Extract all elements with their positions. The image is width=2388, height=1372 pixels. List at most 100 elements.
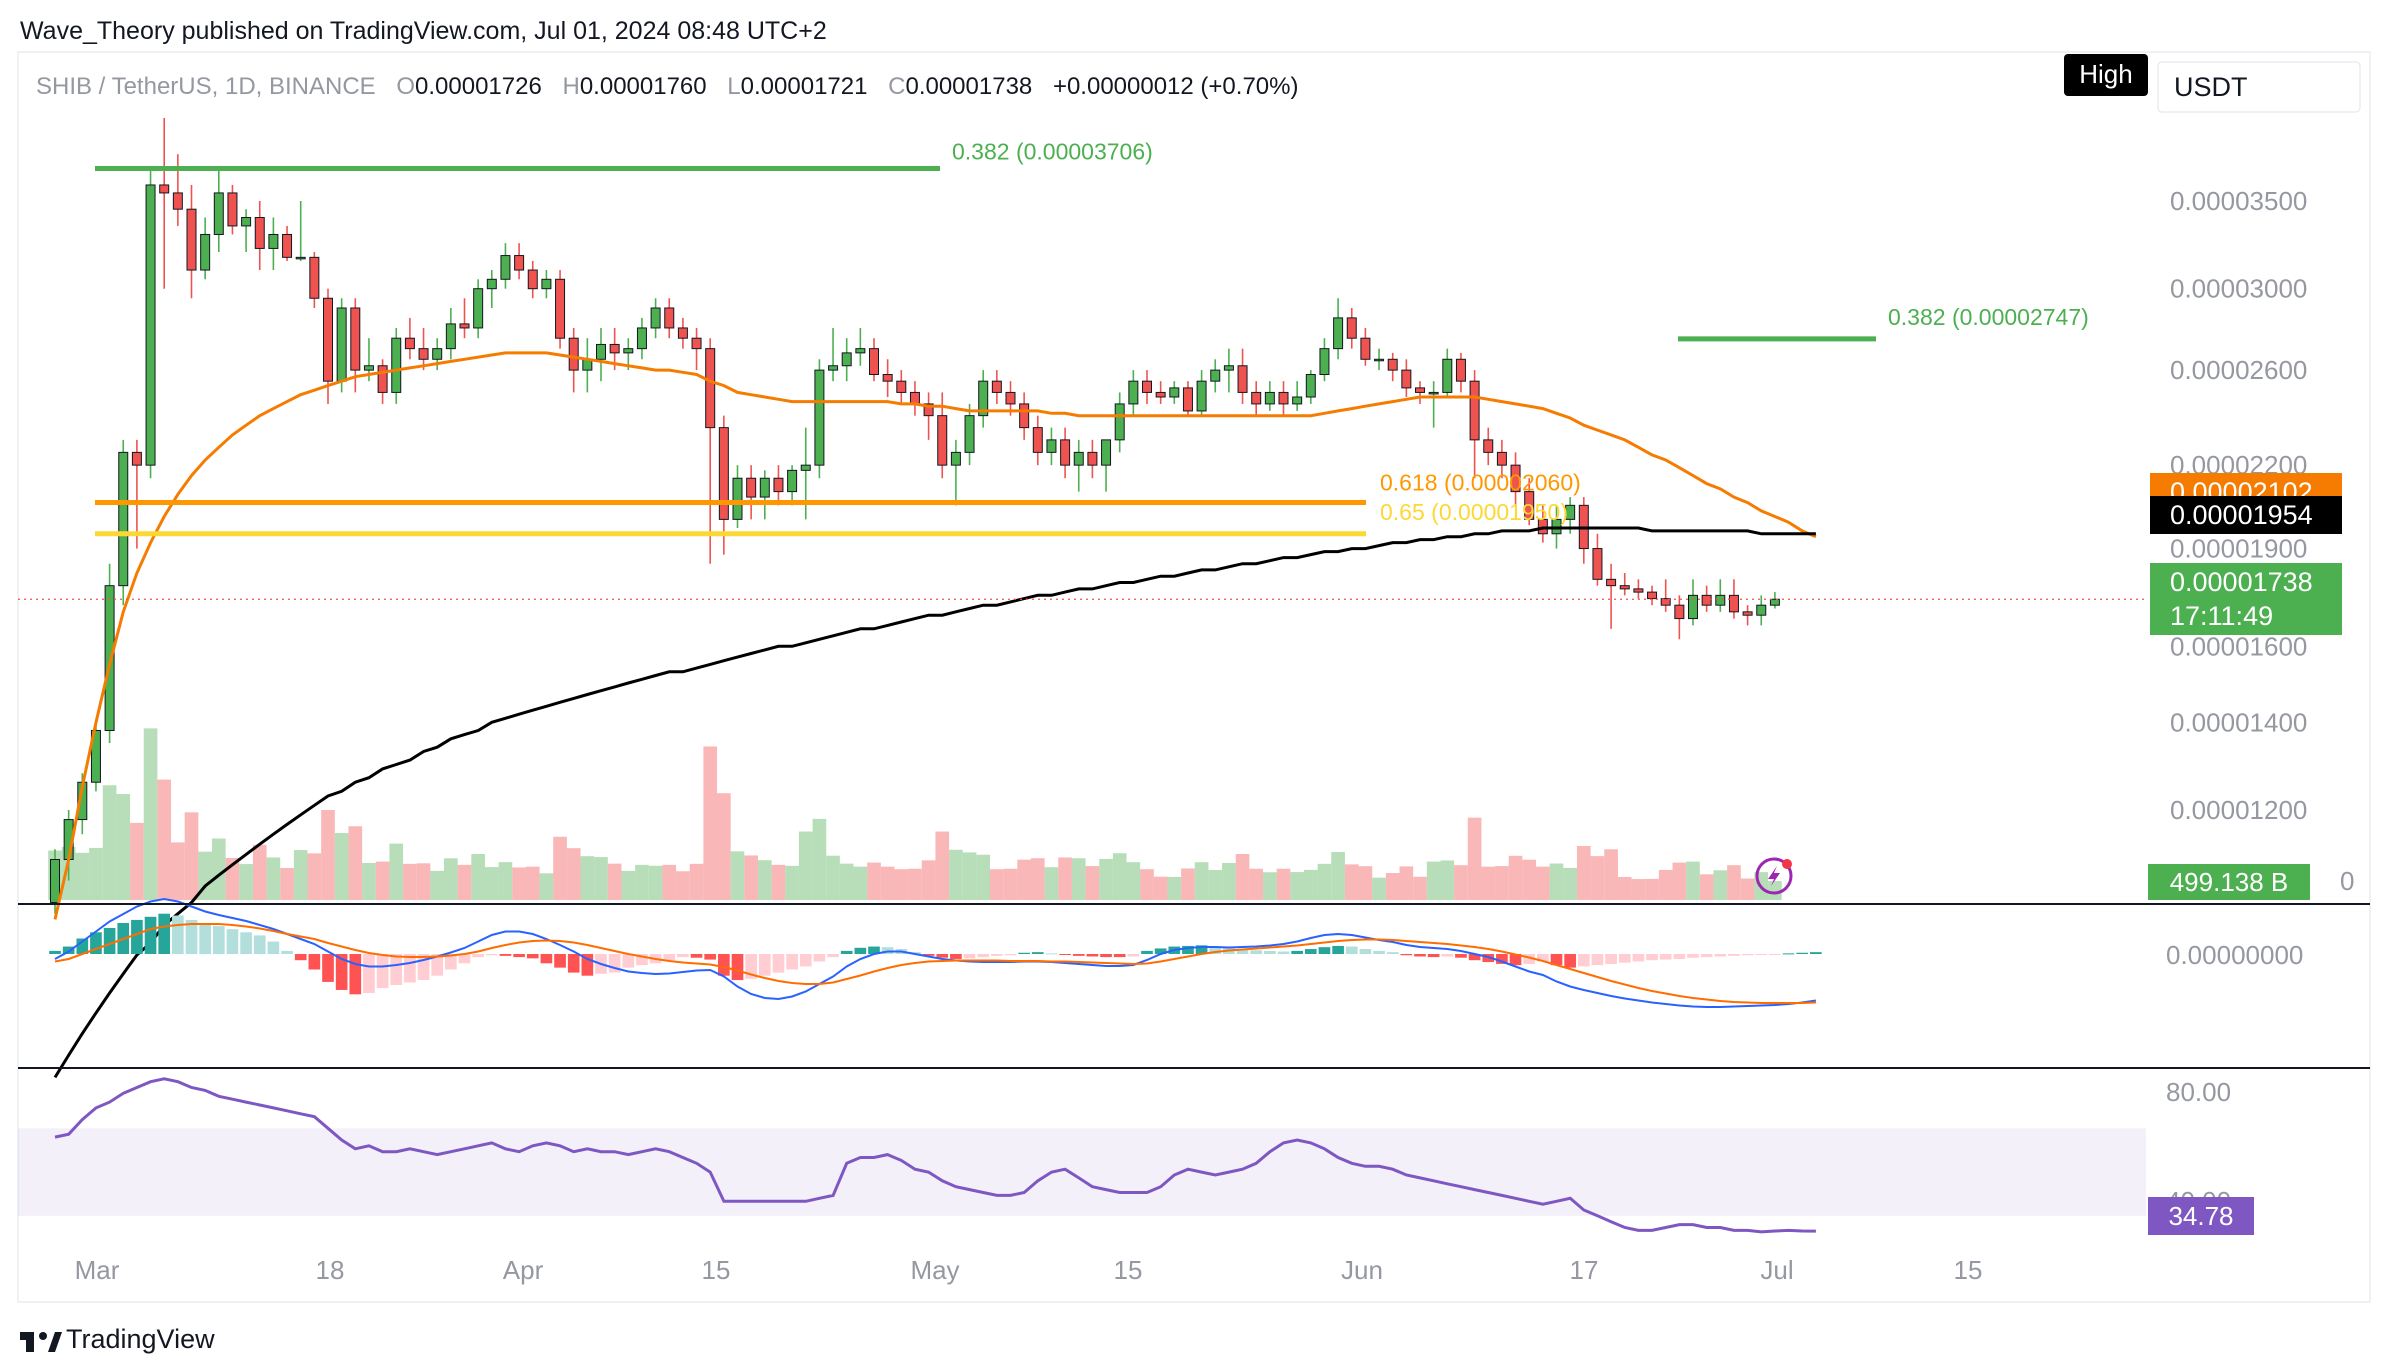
candle[interactable] [336, 298, 347, 393]
candle[interactable] [636, 317, 647, 360]
candle[interactable] [896, 370, 907, 404]
candle[interactable] [1319, 338, 1330, 382]
high-button[interactable]: High [2064, 54, 2148, 96]
candle[interactable] [213, 169, 224, 252]
candle[interactable] [1237, 348, 1248, 404]
candle[interactable] [1728, 579, 1739, 619]
macd-pane[interactable]: 0.00000000 [49, 897, 2303, 1008]
candle[interactable] [1619, 573, 1630, 596]
candle[interactable] [1756, 595, 1767, 626]
candle[interactable] [1592, 533, 1603, 586]
candle[interactable] [104, 563, 115, 743]
candle[interactable] [1496, 439, 1507, 479]
candle[interactable] [1292, 381, 1303, 411]
candle[interactable] [1428, 381, 1439, 428]
candle[interactable] [1483, 427, 1494, 466]
candle[interactable] [1182, 381, 1193, 416]
candle[interactable] [691, 327, 702, 371]
candle[interactable] [1401, 359, 1412, 397]
candle[interactable] [1223, 348, 1234, 393]
candle[interactable] [964, 403, 975, 466]
candle[interactable] [500, 243, 511, 289]
candle[interactable] [1278, 381, 1289, 416]
candle[interactable] [541, 270, 552, 299]
candle[interactable] [145, 169, 156, 479]
candle[interactable] [1742, 605, 1753, 626]
candle[interactable] [1469, 370, 1480, 479]
candle[interactable] [1114, 392, 1125, 453]
currency-selector[interactable]: USDT [2157, 61, 2361, 113]
candle[interactable] [377, 359, 388, 404]
candle[interactable] [1155, 381, 1166, 404]
candle[interactable] [90, 722, 101, 792]
candle[interactable] [459, 298, 470, 339]
candle[interactable] [596, 327, 606, 382]
candle[interactable] [50, 849, 60, 914]
candle[interactable] [1087, 439, 1098, 479]
candle[interactable] [159, 117, 170, 289]
candle[interactable] [295, 201, 306, 261]
candle[interactable] [118, 439, 129, 606]
candle[interactable] [254, 201, 265, 271]
candle[interactable] [677, 317, 688, 349]
candle[interactable] [1455, 352, 1466, 393]
candle[interactable] [1633, 579, 1644, 599]
candle[interactable] [486, 270, 497, 308]
candle[interactable] [746, 465, 757, 520]
candle[interactable] [978, 370, 989, 428]
candle[interactable] [773, 465, 784, 506]
candle[interactable] [705, 338, 716, 564]
fib-level[interactable]: 0.618 (0.00002060) [95, 470, 1581, 506]
candle[interactable] [527, 260, 538, 299]
fib-level[interactable]: 0.65 (0.00001950) [95, 499, 1568, 537]
candle[interactable] [282, 225, 293, 261]
candle[interactable] [1333, 298, 1344, 360]
candle[interactable] [869, 338, 879, 382]
candle[interactable] [555, 270, 566, 349]
candle[interactable] [732, 465, 743, 528]
candle[interactable] [1688, 579, 1698, 626]
candle[interactable] [1046, 427, 1057, 466]
candle[interactable] [1769, 592, 1780, 609]
candle[interactable] [1606, 563, 1617, 629]
candle[interactable] [309, 251, 320, 308]
candles[interactable] [50, 117, 1780, 914]
candle[interactable] [1264, 381, 1275, 411]
candle[interactable] [950, 439, 961, 506]
candle[interactable] [514, 243, 525, 280]
tradingview-logo-icon[interactable] [20, 1332, 62, 1352]
candle[interactable] [1524, 478, 1535, 526]
candle[interactable] [855, 327, 866, 366]
candle[interactable] [227, 184, 238, 235]
candle[interactable] [1305, 370, 1316, 404]
candle[interactable] [241, 209, 252, 252]
candle[interactable] [991, 370, 1002, 404]
candle[interactable] [200, 217, 211, 280]
candle[interactable] [882, 359, 893, 397]
candle[interactable] [1060, 427, 1071, 479]
fib-level[interactable]: 0.382 (0.00003706) [95, 138, 1153, 171]
candle[interactable] [1196, 370, 1207, 416]
candle[interactable] [404, 317, 415, 360]
fib-levels[interactable]: 0.382 (0.00003706) 0.382 (0.00002747) 0.61… [95, 138, 2089, 537]
candle[interactable] [1510, 452, 1521, 506]
candle[interactable] [568, 327, 579, 393]
candle[interactable] [418, 327, 429, 371]
candle[interactable] [131, 439, 142, 549]
candle[interactable] [841, 338, 852, 382]
candle[interactable] [1415, 381, 1425, 404]
symbol-legend[interactable]: SHIB / TetherUS, 1D, BINANCE O0.00001726… [36, 73, 1298, 100]
candle[interactable] [268, 217, 279, 271]
candle[interactable] [473, 279, 484, 339]
candle[interactable] [1715, 579, 1726, 612]
candle[interactable] [1387, 352, 1398, 382]
candle[interactable] [923, 392, 934, 440]
candle[interactable] [759, 470, 770, 520]
candle[interactable] [186, 184, 197, 299]
candle[interactable] [1251, 381, 1262, 416]
candle[interactable] [814, 359, 825, 479]
candle[interactable] [1019, 392, 1030, 440]
candle[interactable] [1674, 595, 1685, 640]
